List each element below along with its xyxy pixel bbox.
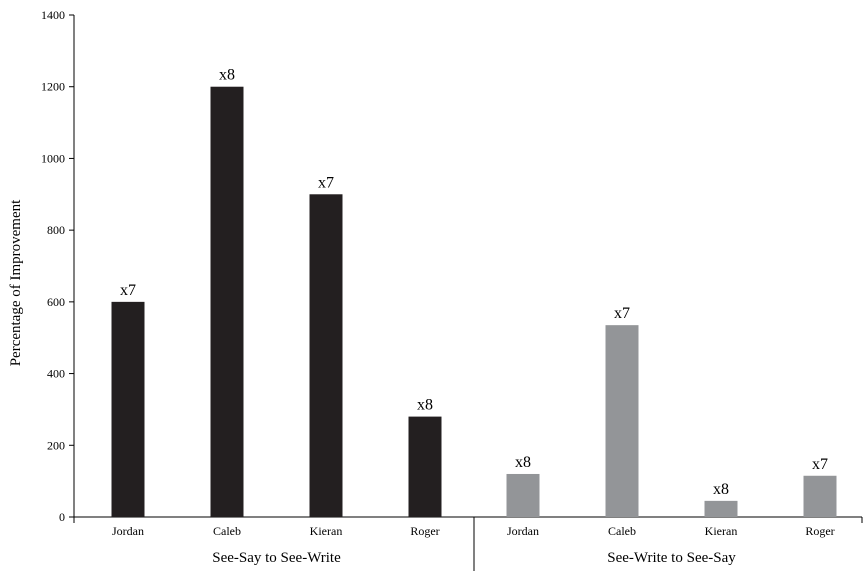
category-label: Jordan [507, 524, 539, 538]
y-tick-label: 800 [47, 223, 65, 237]
bars [111, 86, 837, 518]
y-tick-label: 600 [47, 295, 65, 309]
y-tick-label: 400 [47, 367, 65, 381]
data-label: x7 [812, 456, 828, 473]
category-label: Jordan [112, 524, 144, 538]
data-label: x8 [219, 67, 235, 84]
axes: 0 200 400 600 800 1000 1200 1400 [41, 8, 863, 571]
category-label: Roger [410, 524, 439, 538]
group-label: See-Write to See-Say [607, 550, 736, 566]
bar [111, 301, 145, 517]
bar [210, 86, 244, 517]
labels: x7 Jordan x8 Caleb x7 Kieran x8 Roger See-Say to… [112, 67, 835, 566]
y-tick-label: 0 [59, 510, 65, 524]
data-label: x7 [318, 174, 334, 191]
data-label: x7 [614, 305, 630, 322]
category-label: Kieran [705, 524, 738, 538]
y-tick-label: 200 [47, 438, 65, 452]
category-label: Roger [805, 524, 834, 538]
category-label: Kieran [310, 524, 343, 538]
category-label: Caleb [213, 524, 241, 538]
data-label: x8 [713, 481, 729, 498]
data-label: x8 [417, 397, 433, 414]
group-label: See-Say to See-Write [212, 550, 341, 566]
data-label: x8 [515, 454, 531, 471]
y-tick-label: 1000 [41, 151, 65, 165]
y-tick-label: 1400 [41, 8, 65, 22]
bar [803, 475, 837, 517]
bar [506, 473, 540, 517]
y-axis-label: Percentage of Improvement [8, 199, 24, 366]
data-label: x7 [120, 282, 136, 299]
y-tick-label: 1200 [41, 80, 65, 94]
bar [309, 194, 343, 518]
bar [605, 325, 639, 517]
category-label: Caleb [608, 524, 636, 538]
bar [408, 416, 442, 517]
bar [704, 500, 738, 517]
